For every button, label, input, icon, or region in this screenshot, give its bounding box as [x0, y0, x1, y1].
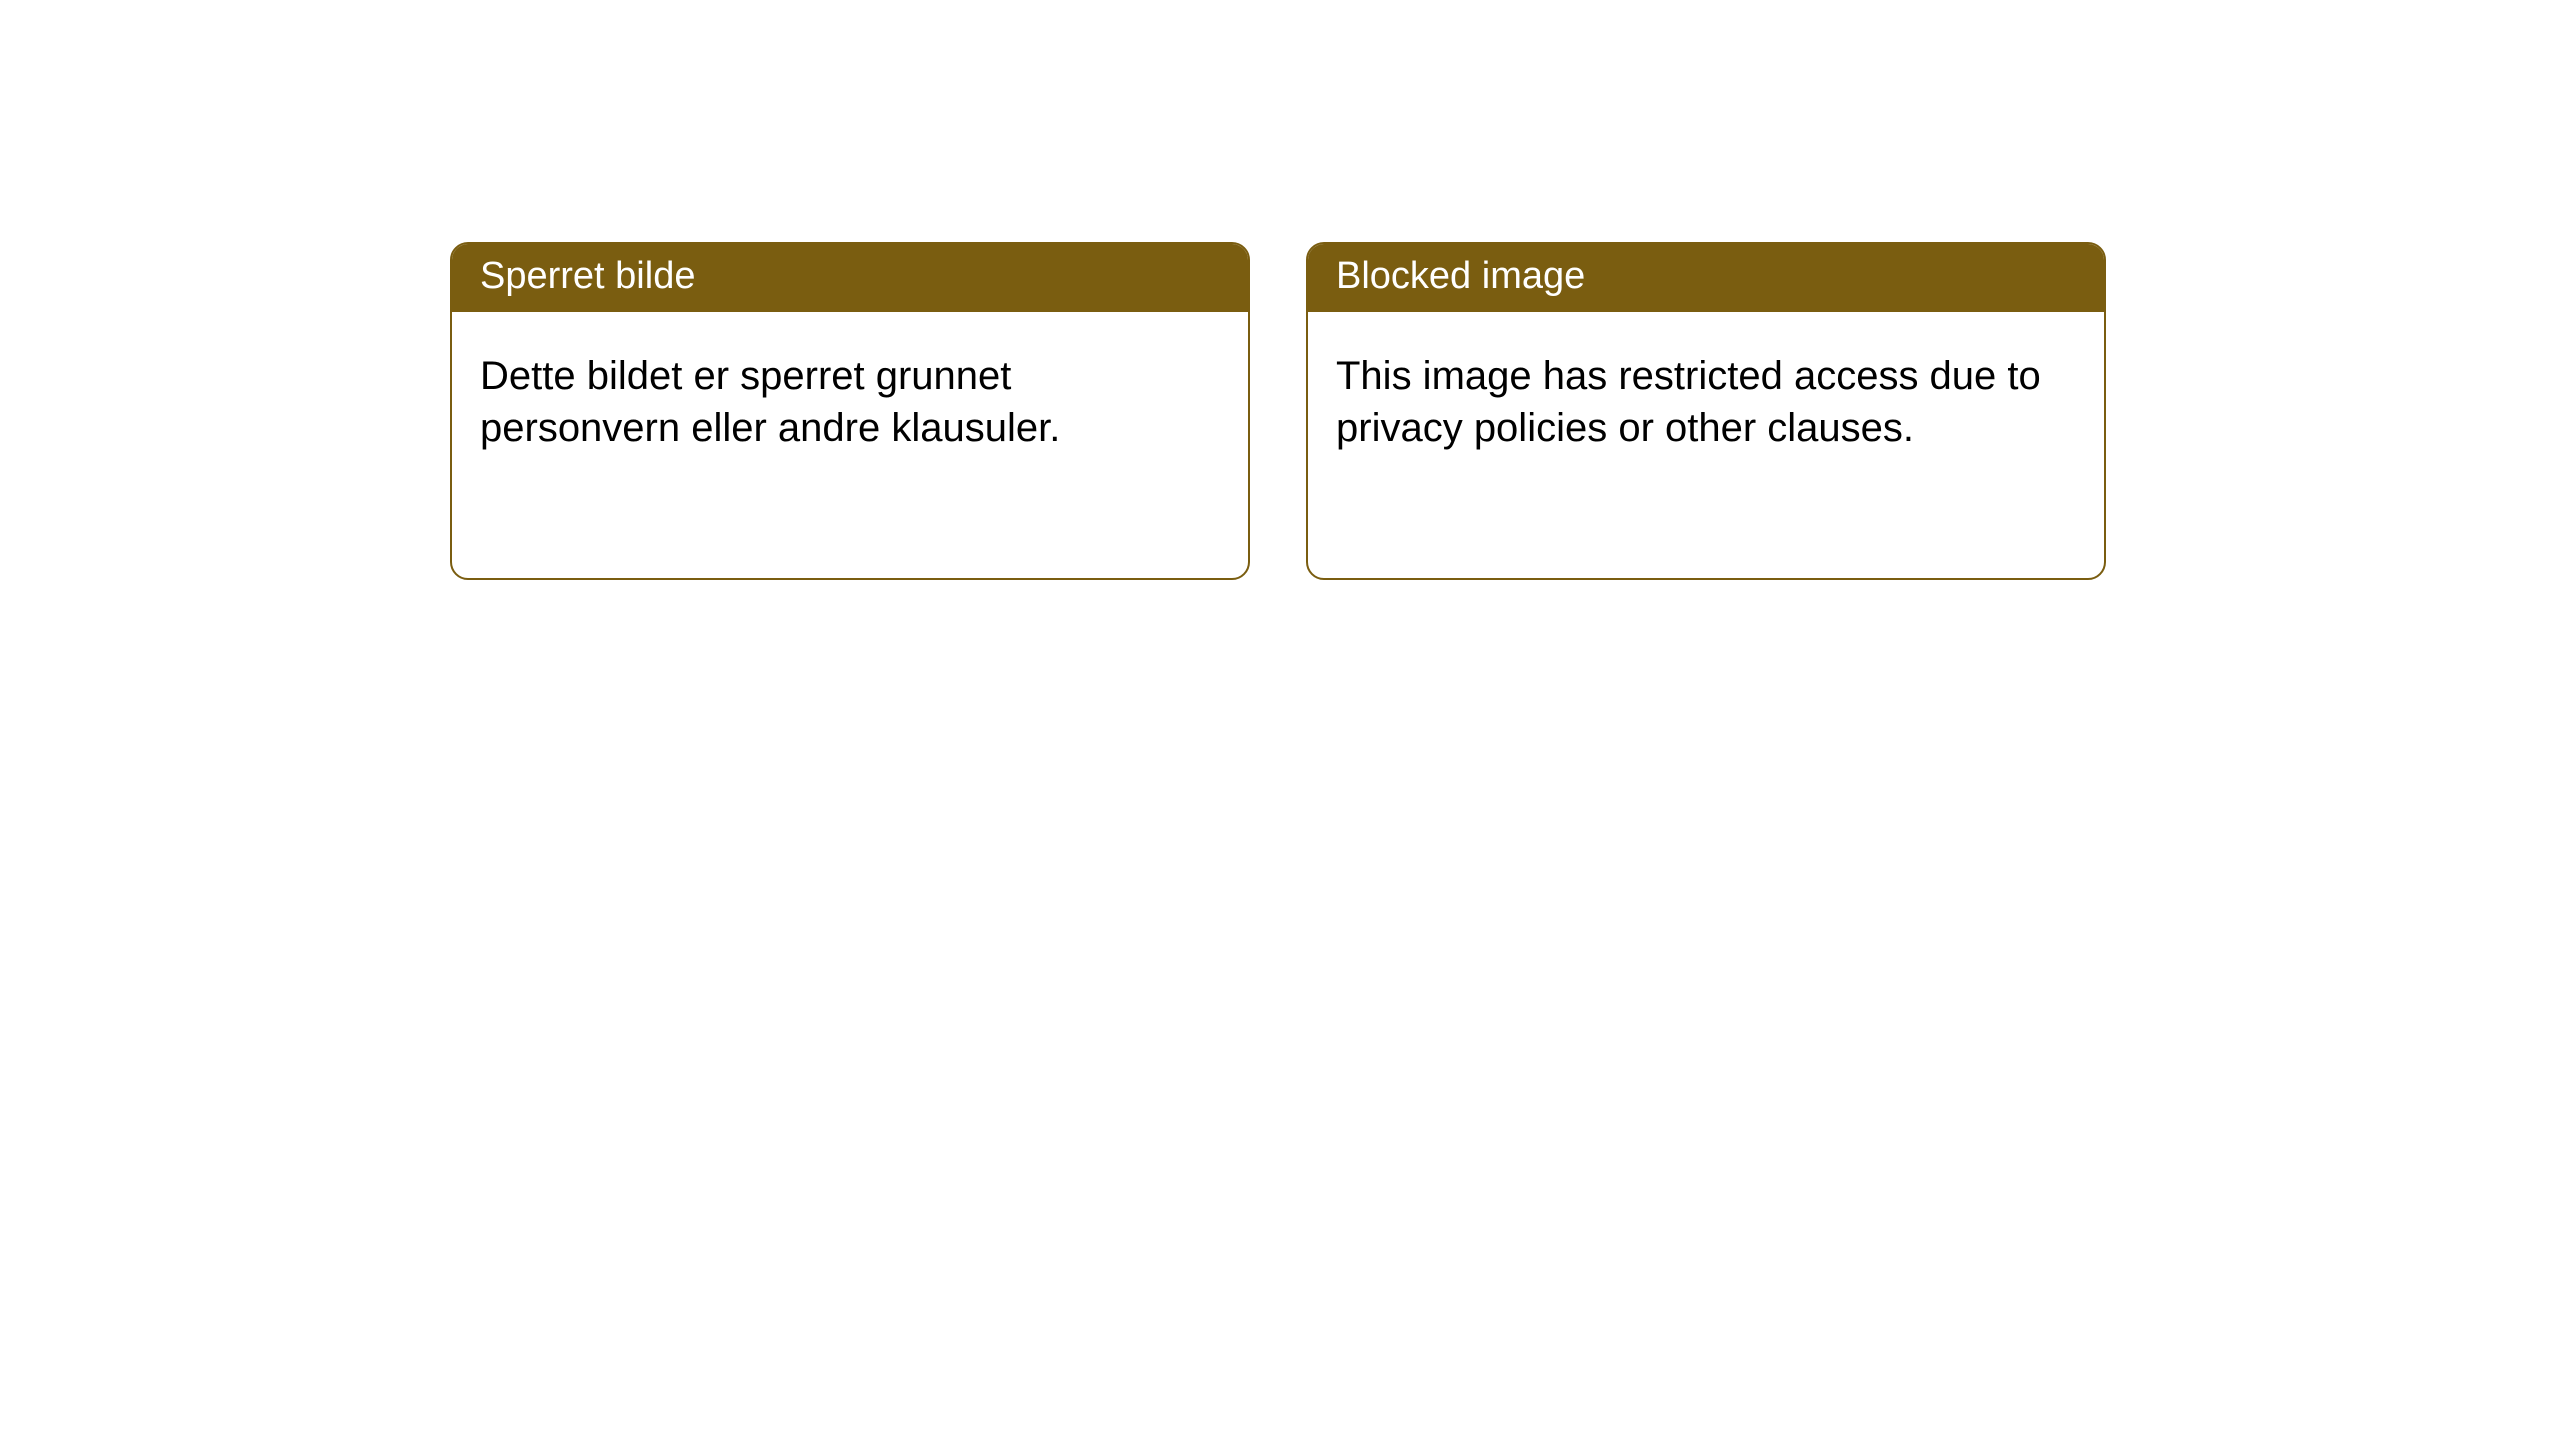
notice-header-english: Blocked image [1308, 244, 2104, 312]
notice-text-norwegian: Dette bildet er sperret grunnet personve… [480, 354, 1060, 450]
notice-text-english: This image has restricted access due to … [1336, 354, 2041, 450]
notice-title-norwegian: Sperret bilde [480, 255, 695, 297]
notice-card-norwegian: Sperret bilde Dette bildet er sperret gr… [450, 242, 1250, 580]
notice-body-norwegian: Dette bildet er sperret grunnet personve… [452, 312, 1248, 492]
notice-body-english: This image has restricted access due to … [1308, 312, 2104, 492]
notice-title-english: Blocked image [1336, 255, 1585, 297]
notice-header-norwegian: Sperret bilde [452, 244, 1248, 312]
notice-card-english: Blocked image This image has restricted … [1306, 242, 2106, 580]
notice-container: Sperret bilde Dette bildet er sperret gr… [450, 242, 2106, 580]
